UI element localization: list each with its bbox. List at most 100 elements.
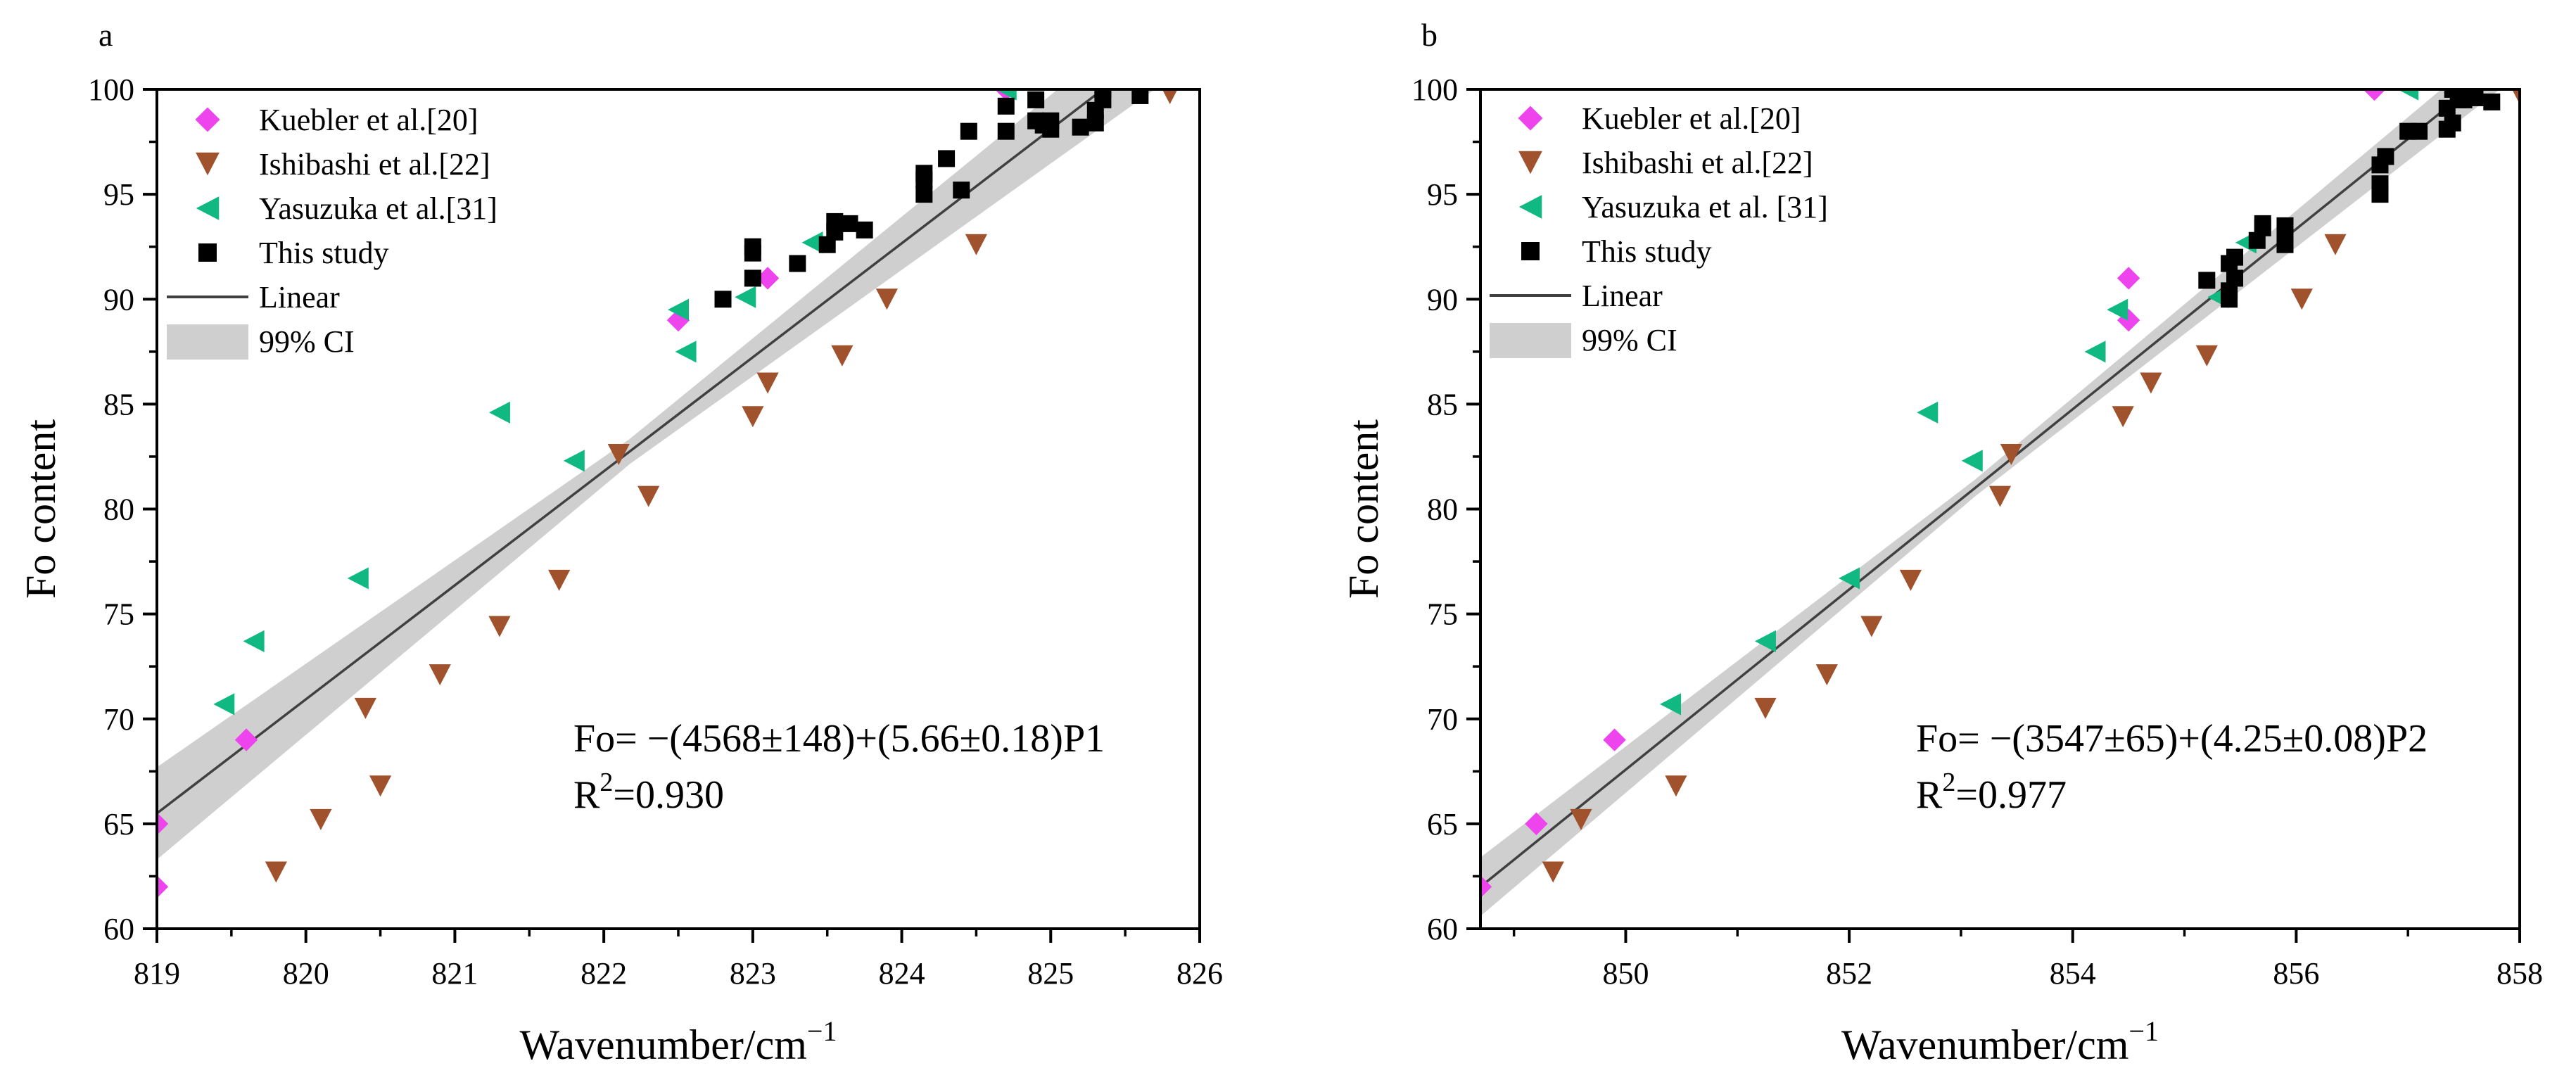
legend-marker-this_study — [198, 243, 217, 262]
legend-item: Yasuzuka et al.[31] — [196, 191, 497, 226]
data-point-ishibashi — [548, 569, 571, 591]
y-tick-label: 100 — [1411, 72, 1458, 107]
data-point-yasuzuka — [1754, 630, 1776, 652]
data-point-ishibashi — [2512, 89, 2520, 104]
legend-item: 99% CI — [1490, 323, 1677, 358]
plot-area — [1480, 89, 2520, 917]
data-point-kuebler — [1480, 875, 1492, 898]
data-point-yasuzuka — [563, 450, 585, 472]
y-tick-label: 60 — [1427, 912, 1458, 946]
data-point-ishibashi — [875, 288, 898, 310]
data-point-this_study — [2226, 248, 2244, 266]
legend: Kuebler et al.[20] Ishibashi et al.[22] Ya… — [1490, 101, 1828, 358]
legend-marker-kuebler — [1518, 106, 1543, 131]
x-tick-label: 825 — [1027, 956, 1074, 991]
y-axis-label: Fo content — [18, 419, 64, 599]
data-point-this_study — [1042, 112, 1060, 129]
y-tick-label: 70 — [103, 702, 134, 737]
legend-label: This study — [259, 236, 389, 270]
data-point-this_study — [1072, 118, 1089, 136]
legend-marker-yasuzuka — [196, 196, 220, 220]
panel-a: 819 820 821 822 823 824 825 826 60 65 70 75 80 85 90 95… — [18, 17, 1223, 1068]
legend-band-swatch — [1490, 323, 1571, 358]
fit-line — [1480, 89, 2470, 888]
r-squared-sup: 2 — [1942, 768, 1955, 797]
data-point-this_study — [2444, 114, 2461, 132]
data-point-this_study — [2198, 272, 2216, 289]
data-point-this_study — [997, 97, 1015, 115]
x-tick-label: 858 — [2496, 956, 2543, 991]
legend-label: Yasuzuka et al.[31] — [259, 191, 497, 226]
x-tick-label: 824 — [879, 956, 925, 991]
data-point-this_study — [744, 269, 761, 287]
x-tick-label: 819 — [134, 956, 180, 991]
data-point-ishibashi — [2112, 406, 2134, 428]
data-point-kuebler — [756, 267, 780, 290]
data-point-ishibashi — [607, 443, 630, 465]
data-point-ishibashi — [2140, 372, 2162, 394]
x-axis-label: Wavenumber/cm−1 — [520, 1015, 837, 1068]
panel-b: 850 852 854 856 858 60 65 70 75 80 85 90 95 100 b Waven… — [1340, 17, 2543, 1068]
y-tick-label: 65 — [103, 807, 134, 841]
x-tick-label: 852 — [1826, 956, 1872, 991]
data-point-ishibashi — [2000, 443, 2022, 465]
data-point-yasuzuka — [488, 401, 510, 424]
legend-label: This study — [1582, 234, 1712, 269]
data-point-yasuzuka — [213, 693, 235, 716]
data-point-ishibashi — [756, 372, 779, 394]
data-point-ishibashi — [637, 485, 660, 507]
y-tick-label: 75 — [1427, 597, 1458, 632]
data-point-yasuzuka — [243, 630, 265, 652]
r-squared-prefix: R — [1916, 773, 1943, 817]
r-squared: R2=0.977 — [1916, 768, 2067, 817]
legend-marker-kuebler — [195, 107, 220, 132]
data-point-ishibashi — [429, 664, 451, 686]
data-point-ishibashi — [1988, 485, 2012, 507]
data-point-this_study — [2411, 122, 2428, 140]
data-point-this_study — [744, 238, 761, 255]
data-point-yasuzuka — [1839, 567, 1860, 590]
x-tick-label: 821 — [431, 956, 478, 991]
data-point-yasuzuka — [1961, 450, 1983, 472]
legend-item: Yasuzuka et al. [31] — [1518, 190, 1828, 224]
data-point-ishibashi — [354, 697, 376, 719]
data-point-ishibashi — [1665, 775, 1687, 797]
y-tick-label: 70 — [1427, 702, 1458, 737]
y-tick-label: 85 — [103, 387, 134, 421]
legend-marker-ishibashi — [196, 152, 220, 176]
data-point-ishibashi — [2324, 234, 2347, 255]
data-point-this_study — [960, 122, 977, 140]
data-point-this_study — [2377, 148, 2394, 165]
legend-label: 99% CI — [1582, 323, 1677, 357]
data-point-this_study — [997, 122, 1015, 140]
legend-label: 99% CI — [259, 324, 355, 359]
y-tick-label: 85 — [1427, 387, 1458, 421]
data-point-this_study — [2371, 175, 2389, 193]
data-point-this_study — [714, 291, 732, 308]
x-axis-label-sup: −1 — [807, 1015, 837, 1047]
data-point-kuebler — [234, 728, 258, 751]
y-tick-label: 90 — [103, 282, 134, 317]
data-point-yasuzuka — [675, 341, 697, 363]
data-point-ishibashi — [1899, 569, 1922, 591]
legend: Kuebler et al.[20] Ishibashi et al.[22] Ya… — [167, 103, 497, 360]
legend-item: Ishibashi et al.[22] — [1518, 146, 1813, 180]
legend-label: Linear — [259, 280, 340, 315]
y-tick-label: 80 — [1427, 493, 1458, 527]
data-point-kuebler — [2117, 267, 2140, 290]
y-tick-label: 95 — [1427, 177, 1458, 212]
x-axis-label-sup: −1 — [2128, 1015, 2159, 1047]
x-tick-label: 826 — [1176, 956, 1223, 991]
x-tick-label: 856 — [2273, 956, 2319, 991]
data-point-ishibashi — [742, 406, 764, 428]
data-point-this_study — [1027, 91, 1045, 108]
data-point-yasuzuka — [668, 298, 689, 321]
data-point-kuebler — [157, 875, 169, 898]
legend-item: Linear — [1490, 279, 1663, 313]
data-point-kuebler — [2363, 89, 2386, 101]
data-point-ishibashi — [265, 861, 287, 883]
x-tick-label: 850 — [1602, 956, 1649, 991]
legend-marker-this_study — [1521, 242, 1540, 260]
y-axis-label: Fo content — [1340, 419, 1387, 599]
y-tick-label: 95 — [103, 177, 134, 212]
